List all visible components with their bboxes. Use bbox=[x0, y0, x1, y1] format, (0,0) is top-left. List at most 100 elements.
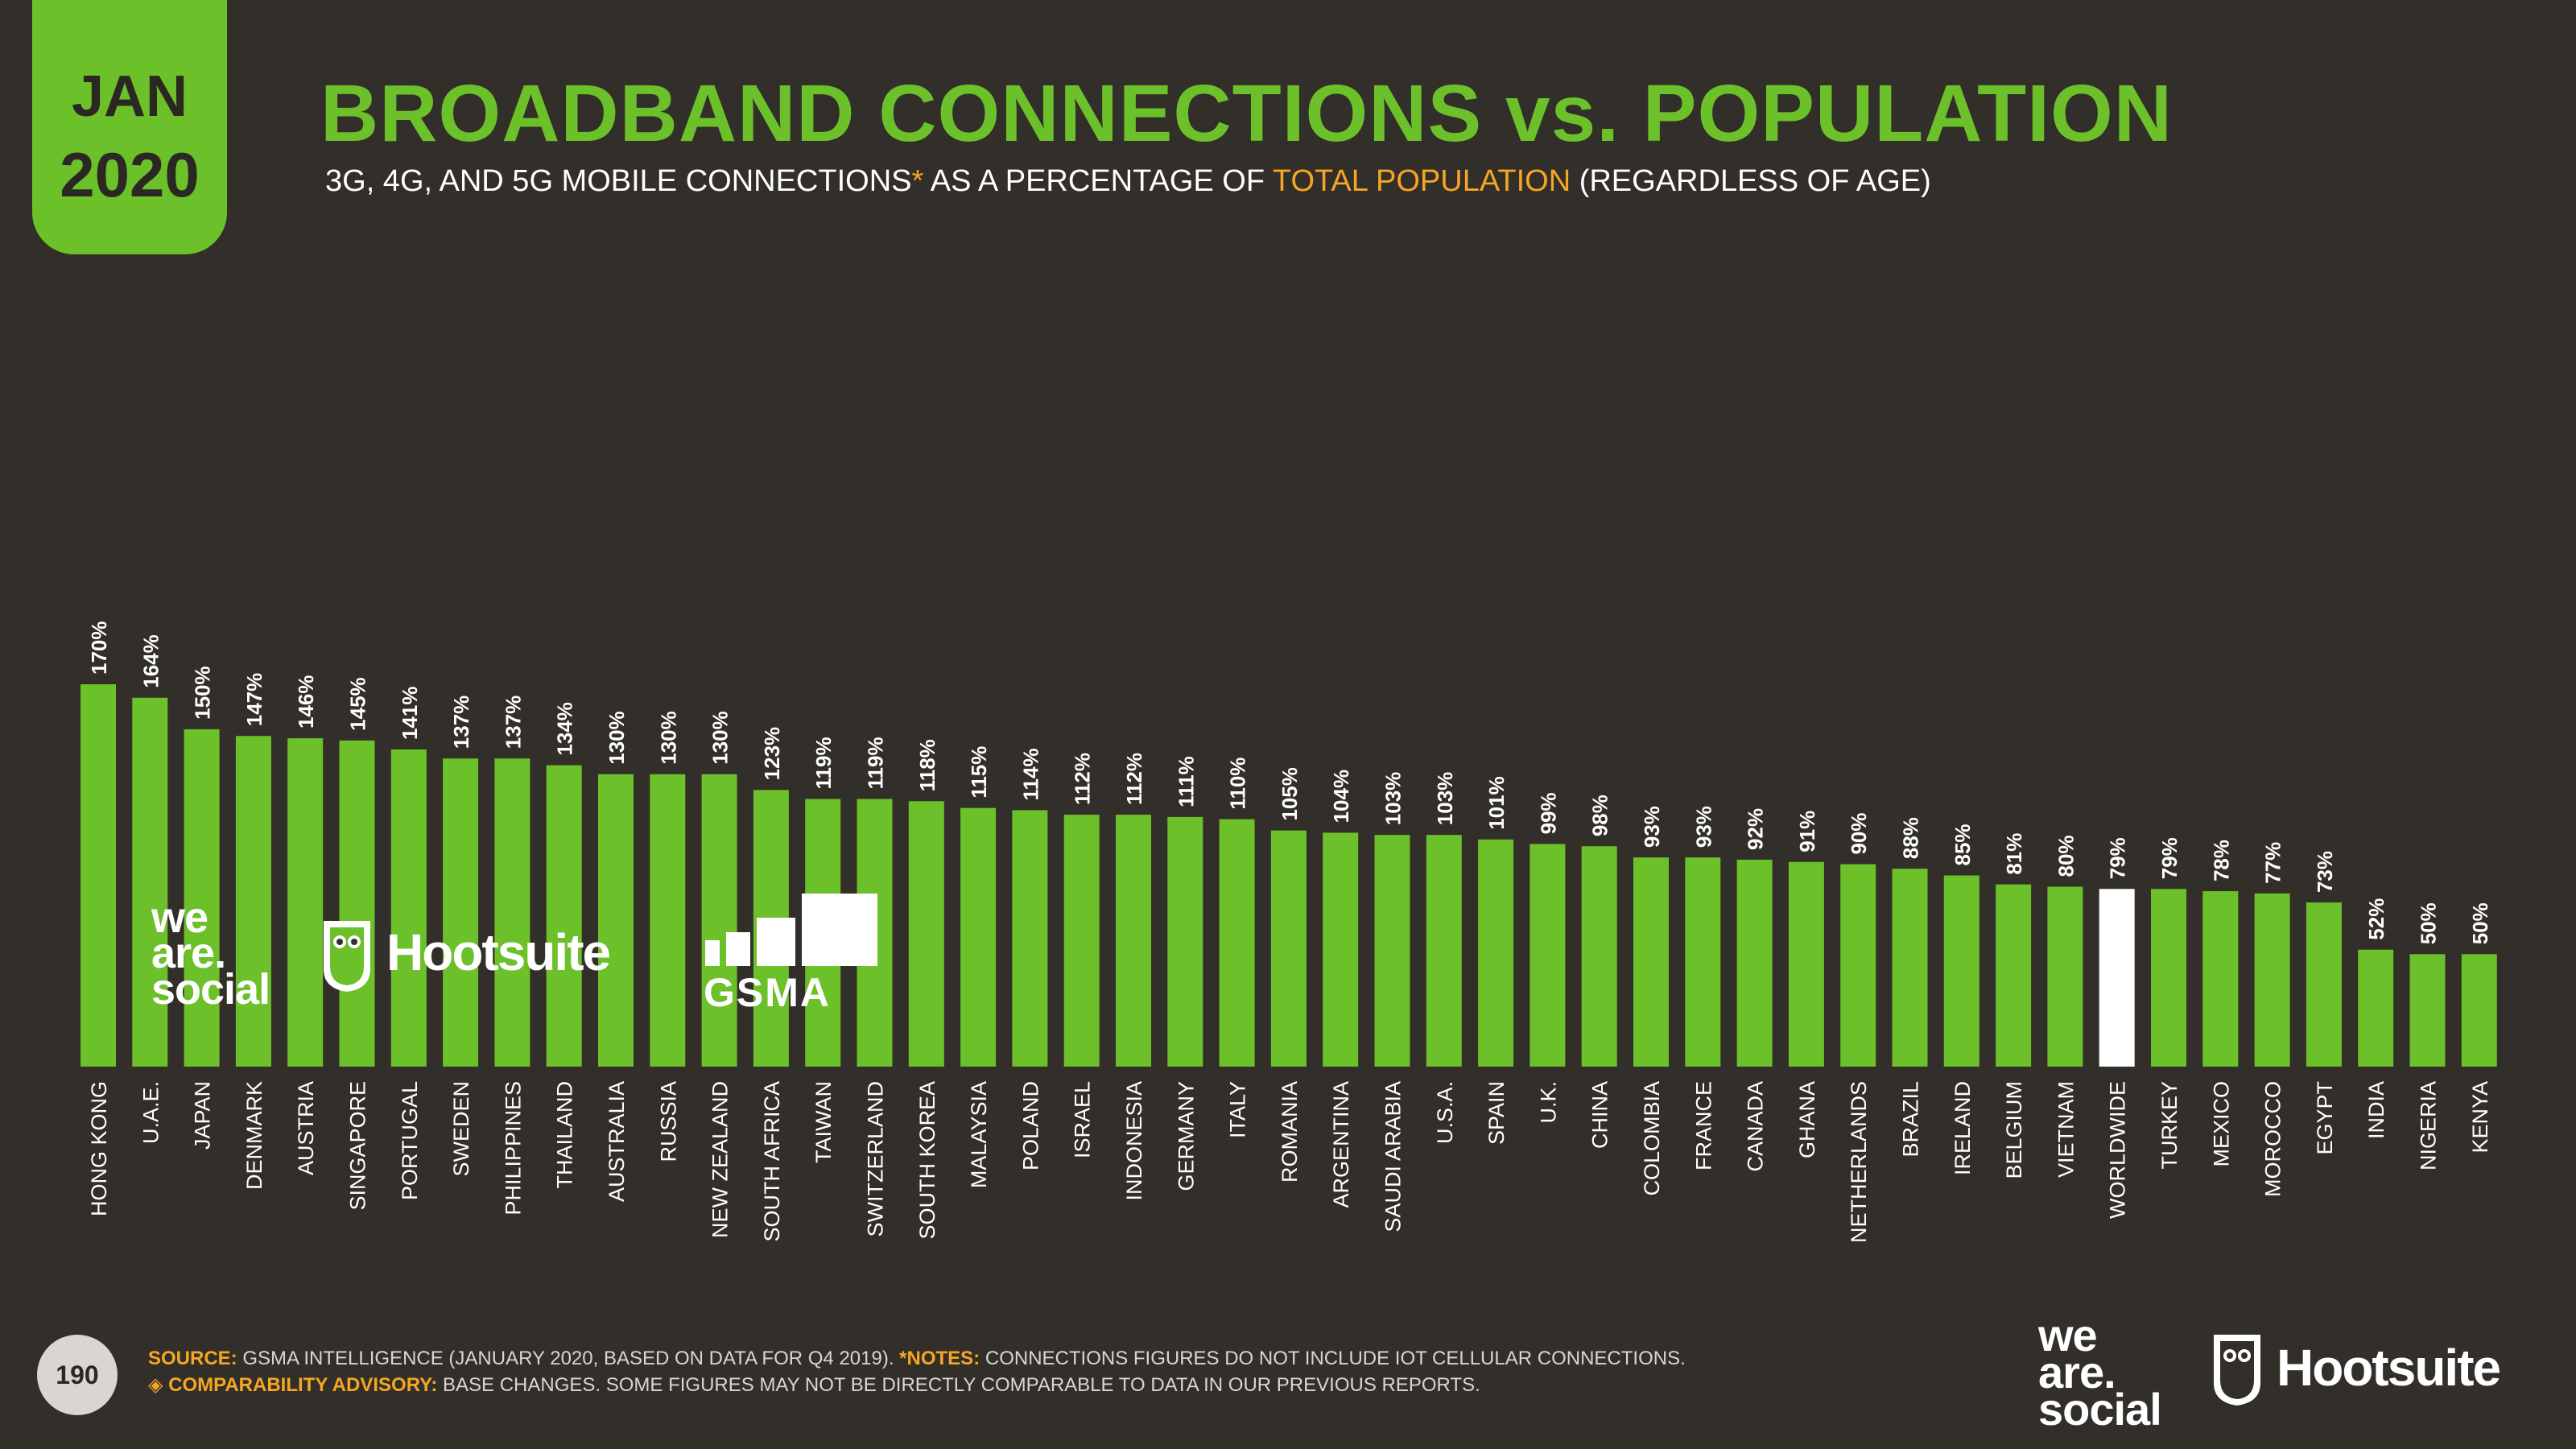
bar-spain bbox=[1478, 839, 1514, 1067]
category-label: INDIA bbox=[2364, 1081, 2388, 1139]
bar-u-a-e- bbox=[132, 697, 168, 1067]
footer-logo-word-social: social bbox=[2038, 1383, 2162, 1435]
subtitle-highlight: TOTAL POPULATION bbox=[1272, 164, 1571, 198]
category-label: CANADA bbox=[1744, 1081, 1768, 1172]
category-label: INDONESIA bbox=[1122, 1081, 1146, 1201]
value-label: 137% bbox=[449, 696, 473, 749]
bar-vietnam bbox=[2047, 886, 2083, 1067]
bar-mexico bbox=[2202, 891, 2239, 1067]
value-label: 93% bbox=[1640, 806, 1664, 848]
subtitle-part2: AS A PERCENTAGE OF bbox=[923, 164, 1273, 198]
value-label: 98% bbox=[1588, 795, 1612, 836]
category-label: PORTUGAL bbox=[398, 1081, 422, 1200]
notes-text: CONNECTIONS FIGURES DO NOT INCLUDE IOT C… bbox=[980, 1348, 1686, 1369]
value-label: 110% bbox=[1226, 758, 1250, 810]
value-label: 112% bbox=[1122, 753, 1146, 805]
category-label: ARGENTINA bbox=[1329, 1081, 1353, 1208]
category-label: THAILAND bbox=[553, 1081, 577, 1189]
category-label: SOUTH KOREA bbox=[915, 1081, 939, 1240]
bar-india bbox=[2358, 949, 2394, 1067]
category-label: U.S.A. bbox=[1433, 1081, 1457, 1144]
category-label: GHANA bbox=[1795, 1081, 1819, 1158]
notes-label: *NOTES: bbox=[899, 1348, 980, 1369]
bar-malaysia bbox=[960, 807, 997, 1067]
value-label: 137% bbox=[501, 696, 525, 749]
category-label: EGYPT bbox=[2313, 1081, 2337, 1155]
value-label: 105% bbox=[1278, 767, 1302, 821]
bar-japan bbox=[184, 729, 220, 1067]
category-label: RUSSIA bbox=[656, 1081, 680, 1162]
category-label: U.A.E. bbox=[138, 1081, 163, 1144]
value-label: 147% bbox=[242, 673, 266, 727]
bar-portugal bbox=[390, 749, 427, 1067]
bar-france bbox=[1685, 857, 1721, 1067]
value-label: 80% bbox=[2054, 835, 2078, 877]
value-label: 170% bbox=[87, 621, 111, 675]
value-label: 141% bbox=[398, 687, 422, 741]
category-label: TURKEY bbox=[2157, 1081, 2182, 1170]
bar-singapore bbox=[339, 740, 375, 1067]
category-label: PHILIPPINES bbox=[501, 1081, 525, 1216]
bar-austria bbox=[287, 738, 324, 1067]
category-label: AUSTRIA bbox=[294, 1081, 318, 1175]
value-label: 91% bbox=[1795, 811, 1819, 852]
bar-south-korea bbox=[908, 801, 944, 1067]
value-label: 146% bbox=[294, 675, 318, 729]
bar-netherlands bbox=[1840, 864, 1876, 1067]
bar-nigeria bbox=[2409, 954, 2446, 1067]
category-label: VIETNAM bbox=[2054, 1081, 2078, 1178]
value-label: 130% bbox=[605, 711, 629, 765]
source-label: SOURCE: bbox=[148, 1348, 237, 1369]
date-badge: JAN 2020 bbox=[32, 0, 227, 254]
bar-morocco bbox=[2254, 893, 2290, 1067]
footer-we-are-social-logo: we are. social bbox=[2038, 1313, 2162, 1435]
we-are-social-logo: we are. social bbox=[151, 896, 270, 1011]
value-label: 90% bbox=[1847, 812, 1871, 854]
value-label: 50% bbox=[2417, 902, 2441, 944]
value-label: 112% bbox=[1071, 753, 1095, 805]
value-label: 150% bbox=[191, 666, 215, 720]
category-label: POLAND bbox=[1018, 1081, 1042, 1170]
gsma-bars-icon bbox=[705, 894, 877, 966]
bar-u-s-a- bbox=[1426, 835, 1462, 1067]
category-label: BRAZIL bbox=[1899, 1081, 1923, 1158]
category-label: SPAIN bbox=[1484, 1081, 1509, 1145]
bar-saudi-arabia bbox=[1374, 835, 1410, 1067]
date-month: JAN bbox=[71, 64, 188, 129]
category-label: SWITZERLAND bbox=[864, 1081, 888, 1237]
category-label: COLOMBIA bbox=[1640, 1081, 1664, 1196]
value-label: 85% bbox=[1951, 824, 1975, 865]
bar-canada bbox=[1736, 859, 1773, 1067]
bar-ireland bbox=[1943, 875, 1979, 1067]
footer-source: SOURCE: GSMA INTELLIGENCE (JANUARY 2020,… bbox=[148, 1348, 1686, 1370]
category-label: CHINA bbox=[1588, 1081, 1612, 1149]
category-label: NIGERIA bbox=[2417, 1081, 2441, 1170]
category-label: NEW ZEALAND bbox=[708, 1081, 733, 1238]
page-title: BROADBAND CONNECTIONS vs. POPULATION bbox=[320, 68, 2173, 159]
hootsuite-wordmark: Hootsuite bbox=[386, 923, 611, 981]
bar-worldwide bbox=[2099, 889, 2135, 1067]
category-label: TAIWAN bbox=[811, 1081, 836, 1163]
bar-argentina bbox=[1323, 832, 1359, 1067]
bar-italy bbox=[1219, 819, 1255, 1067]
bar-romania bbox=[1270, 830, 1307, 1067]
category-label: ISRAEL bbox=[1071, 1081, 1095, 1158]
category-label: SWEDEN bbox=[449, 1081, 473, 1177]
subtitle-part1: 3G, 4G, AND 5G MOBILE CONNECTIONS bbox=[325, 164, 912, 198]
value-label: 119% bbox=[864, 737, 888, 789]
value-label: 115% bbox=[967, 746, 991, 799]
value-label: 88% bbox=[1899, 817, 1923, 859]
bar-china bbox=[1581, 846, 1617, 1067]
page-subtitle: 3G, 4G, AND 5G MOBILE CONNECTIONS* AS A … bbox=[325, 164, 1931, 199]
value-label: 101% bbox=[1484, 776, 1509, 830]
value-label: 50% bbox=[2468, 902, 2492, 944]
category-label: SOUTH AFRICA bbox=[760, 1081, 784, 1242]
owl-icon bbox=[324, 921, 370, 992]
value-label: 118% bbox=[915, 739, 939, 791]
bar-hong-kong bbox=[80, 684, 116, 1067]
value-label: 78% bbox=[2209, 840, 2233, 881]
value-label: 111% bbox=[1174, 756, 1198, 807]
category-label: KENYA bbox=[2468, 1081, 2492, 1154]
value-label: 123% bbox=[760, 727, 784, 781]
category-label: ROMANIA bbox=[1278, 1081, 1302, 1183]
